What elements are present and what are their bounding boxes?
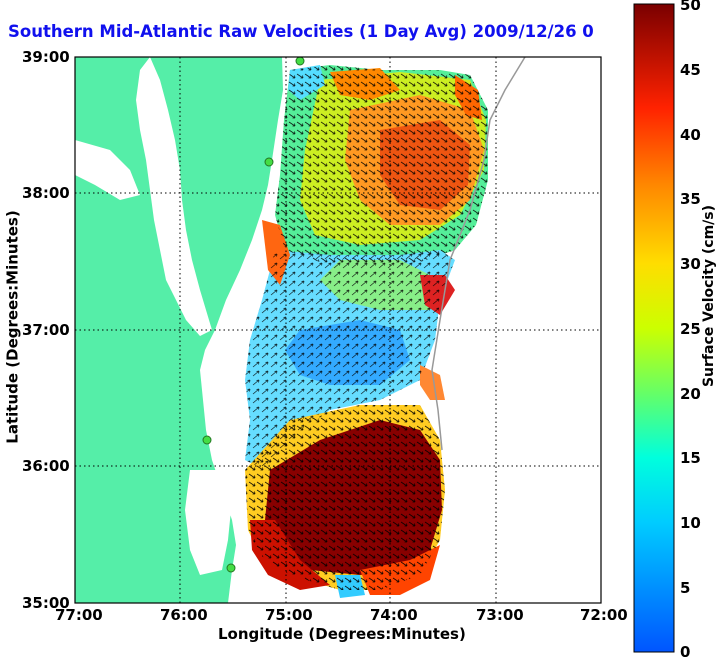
radar-site-marker [226, 563, 236, 573]
vectors-middle [245, 250, 455, 470]
y-tick-label: 35:00 [22, 594, 70, 612]
colorbar-tick: 0 [680, 643, 691, 661]
y-tick-label: 37:00 [22, 321, 70, 339]
x-tick-label: 75:00 [265, 606, 313, 624]
y-tick-label: 38:00 [22, 184, 70, 202]
vectors-south [245, 405, 445, 590]
radar-site-marker [202, 435, 212, 445]
pamlico-sound [185, 470, 232, 575]
colorbar-tick: 25 [680, 320, 701, 338]
colorbar-tick: 50 [680, 0, 701, 14]
x-tick-label: 73:00 [476, 606, 524, 624]
vectors-north [275, 65, 488, 265]
colorbar [633, 3, 675, 653]
x-tick-label: 76:00 [160, 606, 208, 624]
radar-site-marker [264, 157, 274, 167]
x-axis-title: Longitude (Degrees:Minutes) [218, 625, 466, 643]
y-axis-title: Latitude (Degrees:Minutes) [3, 210, 22, 444]
colorbar-tick: 10 [680, 514, 701, 532]
plot-frame [74, 56, 602, 604]
colorbar-tick: 15 [680, 449, 701, 467]
grid [75, 57, 601, 603]
colorbar-tick: 5 [680, 579, 691, 597]
y-tick-label: 36:00 [22, 457, 70, 475]
colorbar-tick: 20 [680, 385, 701, 403]
radar-sites [202, 57, 305, 573]
colorbar-tick: 30 [680, 255, 701, 273]
title-overlap-mask [593, 22, 633, 42]
colorbar-tick: 45 [680, 61, 701, 79]
y-tick-label: 39:00 [22, 48, 70, 66]
chesapeake-bay [136, 57, 212, 336]
delaware-bay [75, 140, 140, 200]
colorbar-label: Surface Velocity (cm/s) [701, 204, 718, 388]
colorbar-tick: 35 [680, 190, 701, 208]
x-tick-label: 74:00 [370, 606, 418, 624]
x-tick-label: 72:00 [580, 606, 628, 624]
colorbar-tick: 40 [680, 126, 701, 144]
x-tick-label: 77:00 [55, 606, 103, 624]
map-title: Southern Mid-Atlantic Raw Velocities (1 … [8, 22, 669, 41]
shelf-contour [431, 57, 526, 451]
radar-site-marker [295, 57, 305, 66]
